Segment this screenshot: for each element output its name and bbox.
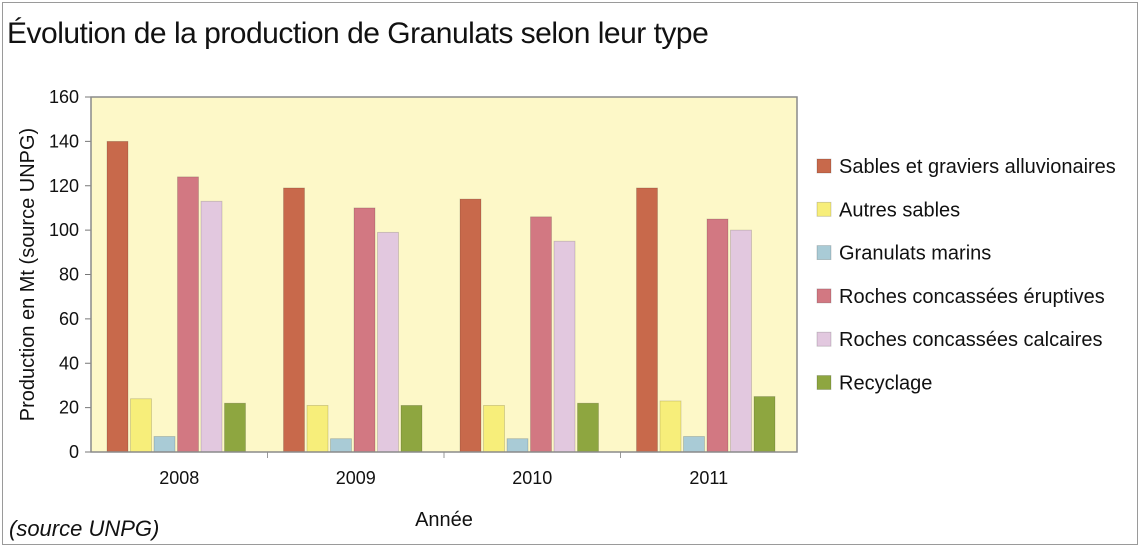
bar-2010-3 xyxy=(506,438,529,453)
bar-2009-2 xyxy=(306,405,329,453)
legend-swatch-5 xyxy=(816,331,832,347)
y-tick-label: 60 xyxy=(59,309,79,329)
bar-2010-5 xyxy=(553,240,576,453)
legend-label-2: Autres sables xyxy=(839,199,960,221)
legend-label-3: Granulats marins xyxy=(839,243,991,265)
bar-2008-2 xyxy=(130,398,152,453)
x-tick-label: 2009 xyxy=(336,468,376,488)
y-tick-label: 140 xyxy=(49,131,79,151)
bar-2010-4 xyxy=(530,216,552,453)
legend-swatch-6 xyxy=(816,375,832,390)
chart-title: Évolution de la production de Granulats … xyxy=(7,17,709,50)
plot-border xyxy=(90,96,798,453)
legend-label-1: Sables et graviers alluvionaires xyxy=(839,156,1116,178)
bar-2010-1 xyxy=(459,198,482,453)
y-tick-label: 40 xyxy=(59,353,79,373)
bar-2011-5 xyxy=(730,229,752,453)
y-tick-label: 120 xyxy=(49,176,79,196)
bar-2011-2 xyxy=(659,400,682,453)
bar-2008-3 xyxy=(153,436,176,453)
x-tick-label: 2011 xyxy=(689,468,728,488)
bar-2009-1 xyxy=(283,187,305,453)
x-tick-label: 2010 xyxy=(512,468,552,488)
legend-swatch-4 xyxy=(816,288,832,304)
bar-2010-2 xyxy=(483,405,505,453)
bar-2011-4 xyxy=(706,218,729,453)
legend-label-6: Recyclage xyxy=(839,373,932,395)
bar-2011-6 xyxy=(753,396,776,453)
y-tick-label: 100 xyxy=(49,220,79,240)
legend: Sables et graviers alluvionaires Autres s… xyxy=(816,156,1116,395)
legend-swatch-2 xyxy=(816,201,832,217)
y-tick-label: 80 xyxy=(59,265,79,285)
legend-swatch-3 xyxy=(816,245,832,261)
bar-2008-4 xyxy=(177,176,199,453)
x-axis-label: Année xyxy=(415,509,473,531)
y-tick-label: 20 xyxy=(59,398,79,418)
y-tick-label: 0 xyxy=(69,442,79,462)
bar-2009-5 xyxy=(377,231,399,453)
x-tick-label: 2008 xyxy=(159,468,199,488)
y-axis-label: Production en Mt (source UNPG) xyxy=(17,128,39,421)
legend-swatch-1 xyxy=(816,158,832,174)
bar-2009-6 xyxy=(400,405,423,453)
bar-2008-5 xyxy=(200,200,223,453)
bar-2009-4 xyxy=(353,207,376,453)
bar-2008-6 xyxy=(224,402,246,453)
bar-2009-3 xyxy=(330,438,352,453)
source-note: (source UNPG) xyxy=(9,516,160,541)
y-tick-label: 160 xyxy=(49,87,79,107)
bars-group xyxy=(106,140,776,453)
legend-label-5: Roches concassées calcaires xyxy=(839,329,1102,351)
axes-group: 2008 2009 2010 2011 0 20 40 60 80 100 120 140 160 xyxy=(49,87,798,488)
legend-label-4: Roches concassées éruptives xyxy=(839,286,1105,308)
bar-2011-1 xyxy=(636,187,658,453)
bar-2011-3 xyxy=(683,436,705,453)
bar-2008-1 xyxy=(106,140,129,453)
bar-2010-6 xyxy=(577,402,599,453)
